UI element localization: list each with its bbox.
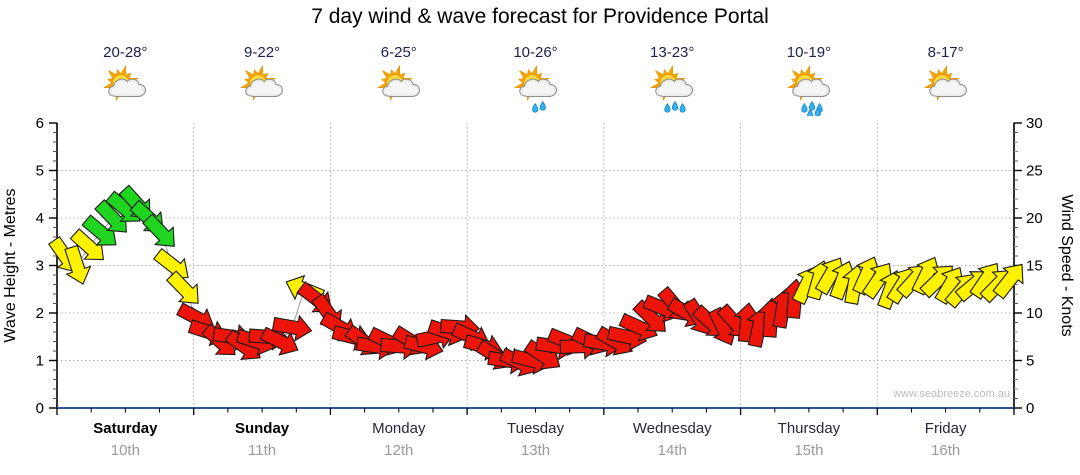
rain-drop-icon [664, 102, 671, 113]
wind-arrow [94, 199, 127, 233]
weather-icon-partly-cloudy [371, 64, 427, 116]
right-axis-tick-label: 5 [1026, 353, 1034, 370]
day-temp-range: 13-23° [650, 44, 695, 61]
sun-cloud-icon [649, 64, 694, 113]
left-axis-tick-label: 2 [36, 305, 44, 322]
rain-drop-icon [808, 100, 815, 111]
weather-icon-partly-cloudy-rain [781, 64, 837, 119]
day-date-label: 10th [111, 442, 140, 459]
left-axis-title: Wave Height - Metres [2, 188, 19, 342]
right-axis-tick-label: 0 [1026, 400, 1034, 417]
day-date-label: 15th [794, 442, 823, 459]
cloud [108, 78, 147, 97]
left-axis-tick-label: 1 [36, 353, 44, 370]
rain-drop-icon [531, 102, 538, 113]
left-axis-tick-label: 6 [36, 115, 44, 132]
day-name-label: Wednesday [633, 420, 712, 437]
day-temp-range: 6-25° [380, 44, 417, 61]
weather-icon-partly-cloudy [234, 64, 290, 116]
sun-cloud-icon [376, 64, 420, 102]
day-date-label: 14th [658, 442, 687, 459]
wind-arrow [142, 213, 175, 247]
left-axis-tick-label: 0 [36, 400, 44, 417]
cloud [928, 78, 967, 97]
cloud [792, 78, 830, 97]
day-name-label: Monday [372, 420, 426, 437]
sun-cloud-icon [923, 64, 967, 102]
day-date-label: 13th [521, 442, 550, 459]
sun-cloud-icon [786, 64, 830, 119]
right-axis-tick-label: 30 [1026, 115, 1043, 132]
day-date-label: 16th [931, 442, 960, 459]
sun-cloud-icon [513, 64, 557, 113]
right-axis-tick-label: 10 [1026, 305, 1043, 322]
left-axis-tick-label: 4 [36, 210, 44, 227]
day-date-label: 11th [248, 442, 276, 459]
wind-arrow [992, 263, 1024, 300]
weather-icon-partly-cloudy-rain [644, 64, 700, 116]
wind-arrow [165, 270, 199, 304]
cloud [245, 78, 284, 97]
day-temp-range: 8-17° [927, 44, 964, 61]
left-axis-tick-label: 3 [36, 258, 44, 275]
wind-arrow [632, 299, 666, 332]
cloud [655, 78, 694, 97]
weather-icon-partly-cloudy [918, 64, 974, 116]
sun-cloud-icon [103, 64, 147, 102]
weather-icon-partly-cloudy-rain [508, 64, 564, 116]
day-date-label: 12th [384, 442, 413, 459]
cloud [381, 78, 420, 97]
rain-drop-icon [672, 100, 679, 111]
right-axis-title: Wind Speed - Knots [1058, 194, 1075, 336]
day-temp-range: 20-28° [103, 44, 148, 61]
right-axis-tick-label: 25 [1026, 163, 1043, 180]
wind-arrow [861, 262, 893, 300]
day-temp-range: 10-26° [513, 44, 558, 61]
weather-icon-partly-cloudy [97, 64, 153, 116]
rain-drop-icon [679, 102, 686, 113]
day-name-label: Sunday [235, 420, 290, 437]
sun-cloud-icon [239, 64, 284, 102]
day-temp-range: 10-19° [786, 44, 832, 61]
day-temp-range: 9-22° [244, 44, 281, 61]
wind-arrow [259, 326, 299, 356]
rain-drop-icon [801, 102, 808, 113]
rain-drop-icon [539, 100, 546, 111]
cloud [518, 78, 557, 97]
day-name-label: Tuesday [507, 420, 564, 437]
wind-arrow [271, 314, 313, 342]
right-axis-tick-label: 15 [1026, 258, 1043, 275]
wind-arrow [64, 244, 92, 285]
axes: 0 1 2 3 4 5 6 0 5 10 15 20 25 30 [36, 115, 1043, 417]
watermark: www.seabreeze.com.au [892, 388, 1010, 400]
right-axis-tick-label: 20 [1026, 210, 1043, 227]
day-name-label: Friday [925, 420, 967, 437]
left-axis-tick-label: 5 [36, 163, 44, 180]
day-name-label: Saturday [93, 420, 158, 437]
page-title: 7 day wind & wave forecast for Providenc… [311, 5, 769, 28]
wind-arrow-series [48, 184, 1024, 377]
day-name-label: Thursday [778, 420, 841, 437]
